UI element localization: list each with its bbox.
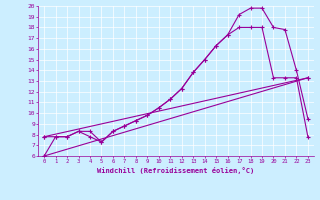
X-axis label: Windchill (Refroidissement éolien,°C): Windchill (Refroidissement éolien,°C): [97, 167, 255, 174]
